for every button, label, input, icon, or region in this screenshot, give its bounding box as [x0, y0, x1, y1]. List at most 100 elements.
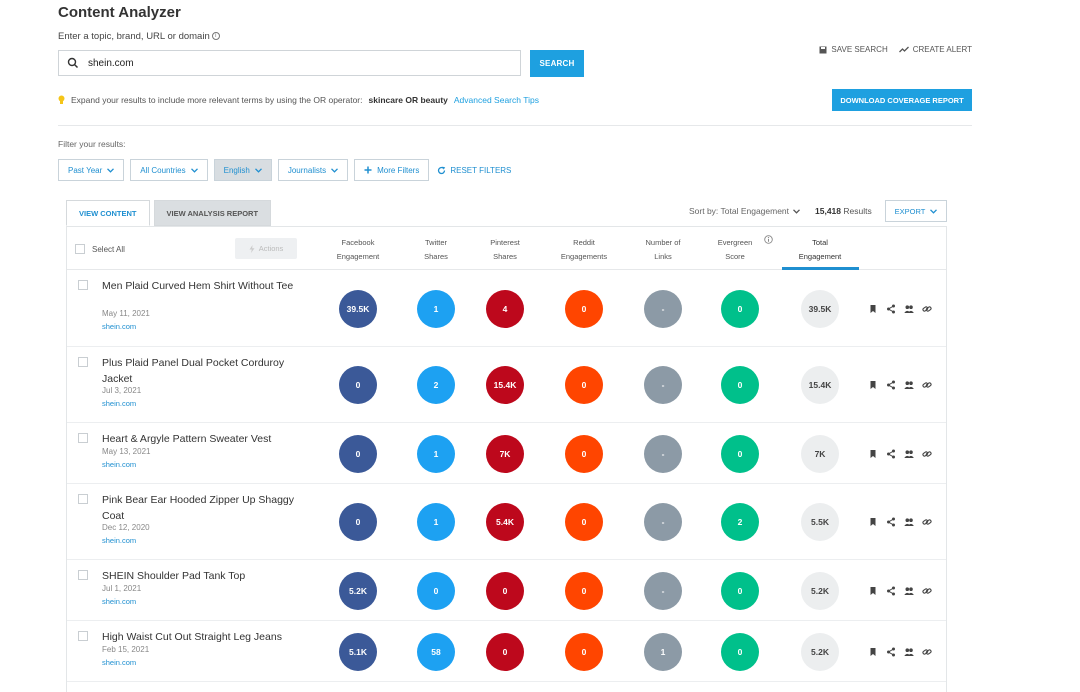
reddit-metric: 0: [565, 633, 603, 671]
evergreen-metric: 0: [721, 572, 759, 610]
people-icon[interactable]: [904, 449, 914, 459]
people-icon[interactable]: [904, 647, 914, 657]
article-domain[interactable]: shein.com: [102, 658, 137, 667]
row-checkbox[interactable]: [78, 631, 88, 641]
sort-dropdown[interactable]: Sort by: Total Engagement: [689, 206, 800, 216]
bookmark-icon[interactable]: [868, 586, 878, 596]
people-icon[interactable]: [904, 517, 914, 527]
row-checkbox[interactable]: [78, 570, 88, 580]
evergreen-metric: 0: [721, 290, 759, 328]
row-actions: [868, 517, 932, 527]
share-icon[interactable]: [886, 517, 896, 527]
link-icon[interactable]: [922, 304, 932, 314]
article-title[interactable]: Plus Plaid Panel Dual Pocket Corduroy Ja…: [102, 357, 285, 385]
row-actions: [868, 380, 932, 390]
col-pinterest[interactable]: Pinterest Shares: [490, 238, 520, 261]
link-icon[interactable]: [922, 449, 932, 459]
article-title[interactable]: Heart & Argyle Pattern Sweater Vest: [102, 433, 272, 445]
col-facebook[interactable]: Facebook Engagement: [336, 238, 380, 261]
filter-label: Filter your results:: [58, 139, 126, 149]
people-icon[interactable]: [904, 380, 914, 390]
trend-icon: [898, 46, 909, 53]
col-twitter[interactable]: Twitter Shares: [424, 238, 448, 261]
filter-country[interactable]: All Countries: [130, 159, 208, 181]
article-domain[interactable]: shein.com: [102, 322, 137, 331]
save-search-button[interactable]: SAVE SEARCH: [819, 45, 888, 54]
reset-filters-button[interactable]: RESET FILTERS: [437, 166, 511, 175]
reddit-metric: 0: [565, 572, 603, 610]
select-all-checkbox[interactable]: [75, 244, 85, 254]
bookmark-icon[interactable]: [868, 380, 878, 390]
bookmark-icon[interactable]: [868, 304, 878, 314]
row-checkbox[interactable]: [78, 494, 88, 504]
article-domain[interactable]: shein.com: [102, 399, 137, 408]
link-icon[interactable]: [922, 517, 932, 527]
info-icon[interactable]: [764, 235, 773, 244]
col-evergreen[interactable]: Evergreen Score: [717, 238, 753, 261]
reddit-metric: 0: [565, 366, 603, 404]
info-icon[interactable]: i: [211, 32, 220, 41]
chevron-down-icon: [107, 167, 115, 173]
link-icon[interactable]: [922, 647, 932, 657]
share-icon[interactable]: [886, 586, 896, 596]
col-links[interactable]: Number of Links: [645, 238, 681, 261]
download-coverage-report-button[interactable]: DOWNLOAD COVERAGE REPORT: [832, 89, 972, 111]
tab-view-analysis-report[interactable]: VIEW ANALYSIS REPORT: [153, 200, 272, 226]
twitter-metric: 1: [417, 435, 455, 473]
share-icon[interactable]: [886, 304, 896, 314]
link-icon[interactable]: [922, 586, 932, 596]
bolt-icon: [249, 244, 255, 253]
filter-language[interactable]: English: [213, 159, 272, 181]
filter-date[interactable]: Past Year: [58, 159, 125, 181]
search-tip: Expand your results to include more rele…: [58, 95, 539, 105]
filter-journalists[interactable]: Journalists: [277, 159, 349, 181]
evergreen-metric: 0: [721, 435, 759, 473]
bookmark-icon[interactable]: [868, 449, 878, 459]
article-domain[interactable]: shein.com: [102, 460, 137, 469]
facebook-metric: 5.2K: [339, 572, 377, 610]
share-icon[interactable]: [886, 647, 896, 657]
col-reddit[interactable]: Reddit Engagements: [560, 238, 608, 261]
search-input[interactable]: [88, 57, 488, 69]
col-total[interactable]: Total Engagement: [798, 238, 842, 261]
article-domain[interactable]: shein.com: [102, 597, 137, 606]
facebook-metric: 0: [339, 503, 377, 541]
twitter-metric: 2: [417, 366, 455, 404]
links-metric: -: [644, 572, 682, 610]
row-checkbox[interactable]: [78, 357, 88, 367]
create-alert-button[interactable]: CREATE ALERT: [898, 45, 972, 54]
table-row: Men Plaid Curved Hem Shirt Without Tee Ma…: [67, 270, 946, 347]
select-all[interactable]: Select All: [75, 244, 125, 254]
article-title[interactable]: High Waist Cut Out Straight Leg Jeans: [102, 631, 282, 643]
share-icon[interactable]: [886, 449, 896, 459]
evergreen-metric: 0: [721, 633, 759, 671]
pinterest-metric: 0: [486, 633, 524, 671]
more-filters-button[interactable]: More Filters: [354, 159, 430, 181]
row-checkbox[interactable]: [78, 280, 88, 290]
tab-view-content[interactable]: VIEW CONTENT: [66, 200, 150, 226]
lightbulb-icon: [58, 95, 65, 104]
article-domain[interactable]: shein.com: [102, 536, 137, 545]
search-box[interactable]: [58, 50, 521, 76]
bookmark-icon[interactable]: [868, 647, 878, 657]
total-metric: 15.4K: [801, 366, 839, 404]
top-actions: SAVE SEARCH CREATE ALERT: [819, 45, 972, 54]
row-checkbox[interactable]: [78, 433, 88, 443]
people-icon[interactable]: [904, 586, 914, 596]
share-icon[interactable]: [886, 380, 896, 390]
link-icon[interactable]: [922, 380, 932, 390]
bookmark-icon[interactable]: [868, 517, 878, 527]
advanced-search-tips-link[interactable]: Advanced Search Tips: [453, 95, 539, 105]
article-title[interactable]: Men Plaid Curved Hem Shirt Without Tee: [102, 280, 294, 292]
refresh-icon: [438, 166, 446, 174]
people-icon[interactable]: [904, 304, 914, 314]
actions-button[interactable]: Actions: [235, 238, 297, 259]
facebook-metric: 5.1K: [339, 633, 377, 671]
search-button[interactable]: SEARCH: [530, 50, 584, 77]
total-metric: 5.5K: [801, 503, 839, 541]
article-title[interactable]: Pink Bear Ear Hooded Zipper Up Shaggy Co…: [102, 494, 295, 522]
article-title[interactable]: SHEIN Shoulder Pad Tank Top: [102, 570, 246, 582]
save-icon: [819, 46, 827, 53]
export-button[interactable]: EXPORT: [885, 200, 947, 222]
table-header: Select All Actions Facebook Engagement Tw…: [67, 227, 946, 270]
